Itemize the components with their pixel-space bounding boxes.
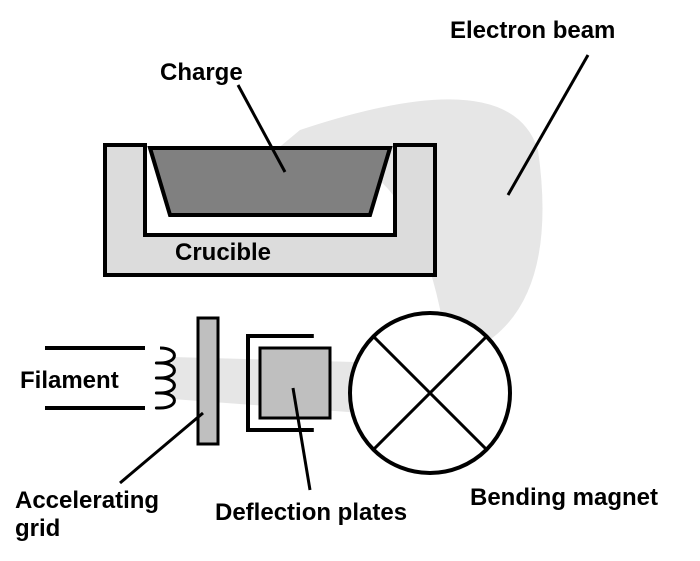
label-charge: Charge — [160, 59, 243, 86]
label-electron-beam: Electron beam — [450, 17, 615, 44]
accelerating-grid — [198, 318, 218, 444]
filament-coil — [156, 348, 174, 408]
label-accelerating-grid: grid — [15, 515, 60, 542]
label-filament: Filament — [20, 367, 119, 394]
label-accelerating-grid: Accelerating — [15, 487, 159, 514]
label-crucible: Crucible — [175, 239, 271, 266]
label-bending-magnet: Bending magnet — [470, 484, 658, 511]
label-deflection-plates: Deflection plates — [215, 499, 407, 526]
leader-line — [120, 413, 203, 483]
charge — [150, 148, 390, 215]
